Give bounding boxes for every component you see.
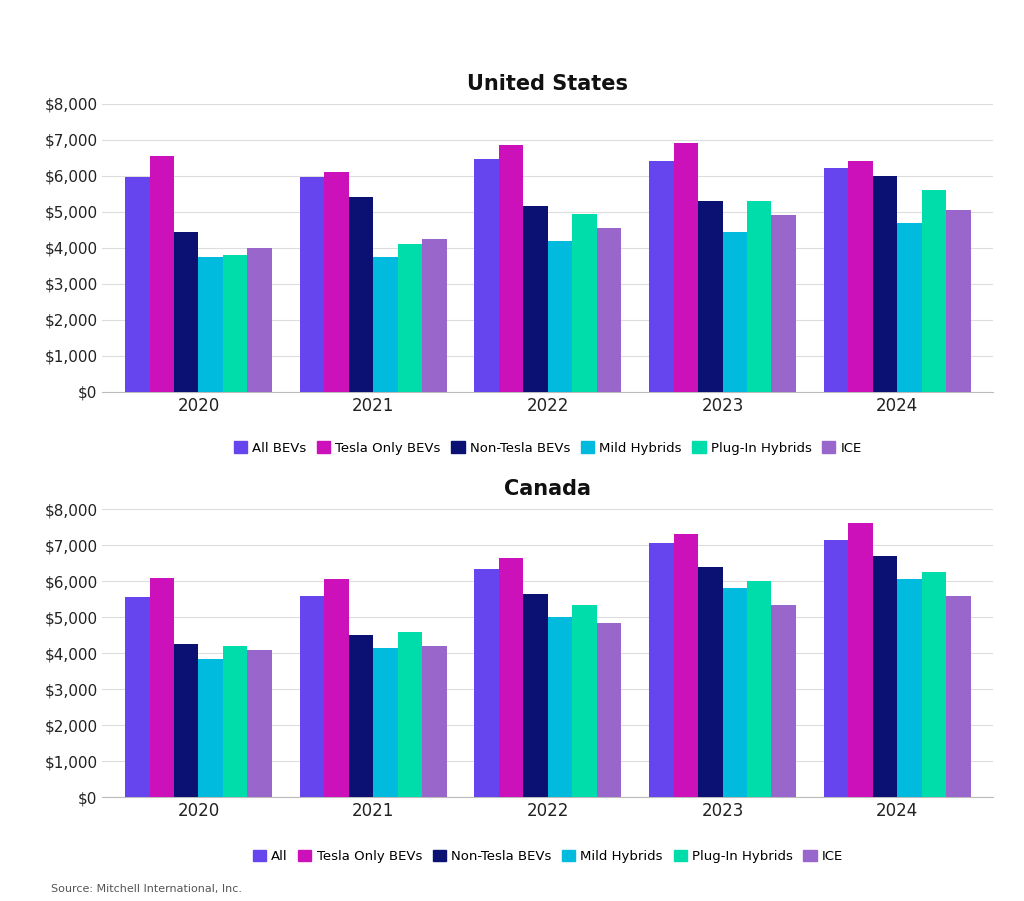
Bar [572, 214, 597, 392]
Bar [499, 145, 523, 392]
Bar [848, 161, 872, 392]
Bar [674, 143, 698, 392]
Bar [349, 197, 373, 392]
Bar [125, 597, 150, 797]
Bar [897, 223, 922, 392]
Bar [174, 644, 199, 797]
Text: Average Repairable Severity: Average Repairable Severity [299, 19, 725, 45]
Bar [771, 605, 796, 797]
Bar [523, 594, 548, 797]
Bar [746, 201, 771, 392]
Bar [325, 579, 349, 797]
Bar [325, 172, 349, 392]
Bar [397, 632, 422, 797]
Bar [223, 646, 248, 797]
Bar [499, 558, 523, 797]
Bar [572, 605, 597, 797]
Bar [248, 248, 271, 392]
Bar [922, 190, 946, 392]
Bar [422, 646, 446, 797]
Legend: All, Tesla Only BEVs, Non-Tesla BEVs, Mild Hybrids, Plug-In Hybrids, ICE: All, Tesla Only BEVs, Non-Tesla BEVs, Mi… [247, 844, 849, 869]
Bar [872, 176, 897, 392]
Bar [523, 206, 548, 392]
Bar [125, 177, 150, 392]
Bar [397, 244, 422, 392]
Bar [649, 543, 674, 797]
Bar [597, 623, 622, 797]
Bar [872, 556, 897, 797]
Bar [150, 156, 174, 392]
Bar [474, 569, 499, 797]
Bar [674, 534, 698, 797]
Bar [922, 572, 946, 797]
Bar [349, 635, 373, 797]
Bar [300, 177, 325, 392]
Bar [771, 215, 796, 392]
Bar [174, 232, 199, 392]
Bar [897, 579, 922, 797]
Bar [824, 540, 848, 797]
Bar [373, 257, 397, 392]
Bar [373, 648, 397, 797]
Bar [946, 210, 971, 392]
Bar [824, 168, 848, 392]
Bar [199, 257, 223, 392]
Bar [746, 581, 771, 797]
Bar [150, 578, 174, 797]
Bar [223, 255, 248, 392]
Bar [848, 523, 872, 797]
Bar [248, 650, 271, 797]
Title: United States: United States [467, 74, 629, 94]
Text: Source: Mitchell International, Inc.: Source: Mitchell International, Inc. [51, 884, 243, 894]
Bar [723, 588, 746, 797]
Bar [422, 239, 446, 392]
Bar [649, 161, 674, 392]
Title: Canada: Canada [505, 479, 591, 499]
Bar [199, 659, 223, 797]
Bar [698, 201, 723, 392]
Bar [300, 596, 325, 797]
Bar [946, 596, 971, 797]
Bar [597, 228, 622, 392]
Bar [698, 567, 723, 797]
Bar [474, 159, 499, 392]
Bar [548, 241, 572, 392]
Bar [723, 232, 746, 392]
Legend: All BEVs, Tesla Only BEVs, Non-Tesla BEVs, Mild Hybrids, Plug-In Hybrids, ICE: All BEVs, Tesla Only BEVs, Non-Tesla BEV… [228, 436, 867, 460]
Bar [548, 617, 572, 797]
